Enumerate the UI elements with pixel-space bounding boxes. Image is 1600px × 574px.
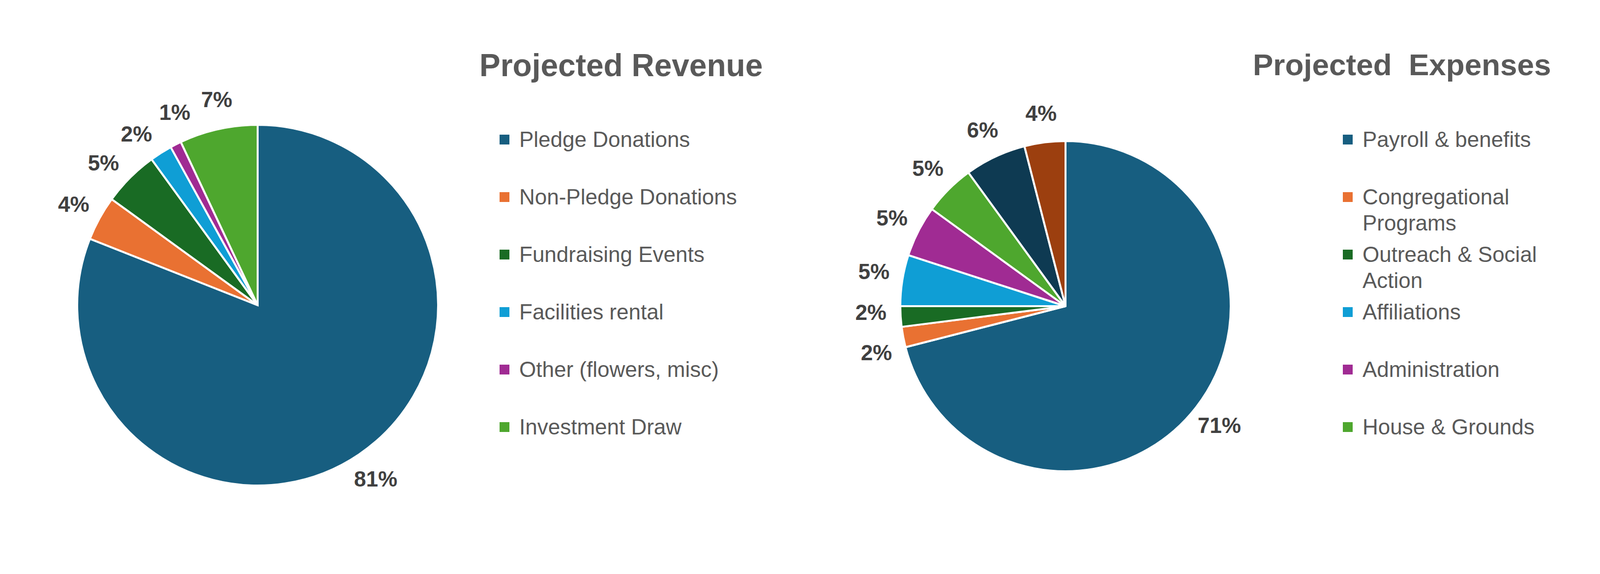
svg-text:5%: 5% [912, 156, 944, 181]
svg-text:7%: 7% [201, 87, 233, 112]
html-text:Outreach & Social Action: Outreach & Social Action [1362, 242, 1537, 293]
html-text:Investment Draw: Investment Draw [519, 414, 682, 440]
svg-text:81%: 81% [354, 467, 398, 492]
html-text:Projected Revenue: Projected Revenue [479, 47, 763, 84]
html-text:Administration: Administration [1362, 357, 1500, 382]
svg-text:4%: 4% [58, 192, 90, 217]
html-text:Facilities rental: Facilities rental [519, 299, 664, 325]
svg-text:5%: 5% [876, 206, 908, 231]
svg-text:2%: 2% [120, 121, 153, 147]
html-text:Non-Pledge Donations: Non-Pledge Donations [519, 184, 737, 209]
html-text:Affiliations: Affiliations [1362, 299, 1461, 325]
svg-text:5%: 5% [858, 259, 890, 284]
html-text:Pledge Donations: Pledge Donations [519, 127, 691, 152]
html-text:Payroll & benefits: Payroll & benefits [1362, 127, 1531, 152]
svg-text:5%: 5% [88, 150, 120, 176]
html-text:Projected Expenses: Projected Expenses [1252, 47, 1552, 82]
svg-text:71%: 71% [1197, 413, 1242, 438]
svg-text:6%: 6% [967, 118, 999, 143]
svg-text:2%: 2% [860, 340, 893, 365]
html-text:Fundraising Events: Fundraising Events [519, 242, 705, 267]
svg-text:1%: 1% [159, 100, 191, 125]
svg-text:4%: 4% [1025, 101, 1058, 126]
html-text:Other (flowers, misc): Other (flowers, misc) [519, 357, 719, 382]
svg-text:2%: 2% [855, 300, 887, 325]
html-text:Congregational Programs: Congregational Programs [1362, 184, 1510, 235]
html-text:House & Grounds: House & Grounds [1362, 414, 1535, 440]
